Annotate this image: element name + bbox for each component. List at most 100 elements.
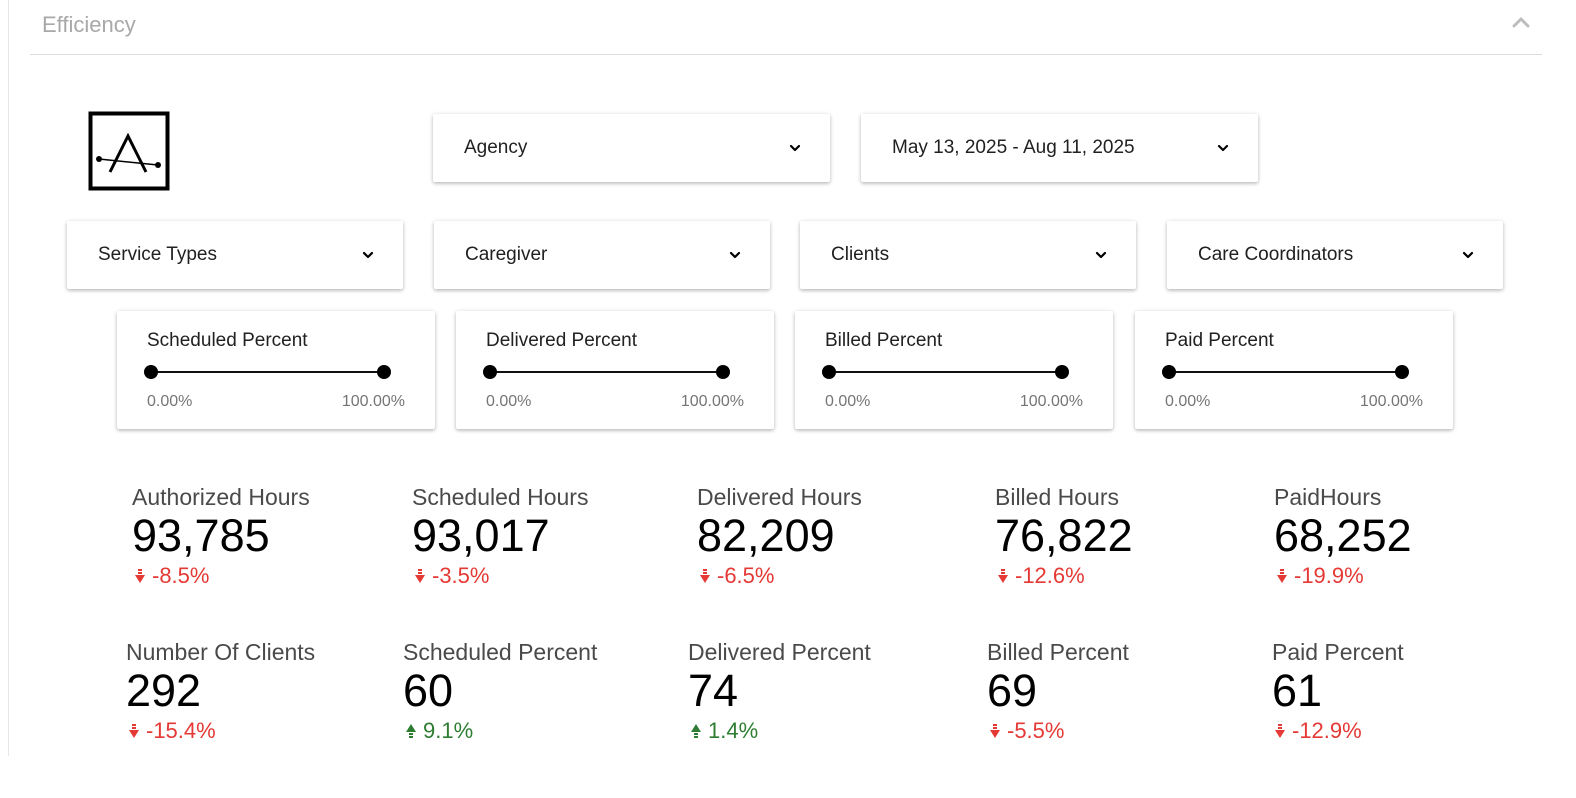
slider-max-label: 100.00% <box>680 393 744 410</box>
slider-min-handle[interactable] <box>144 365 158 379</box>
metric-delta: -19.9% <box>1274 563 1412 589</box>
metric-label: Billed Percent <box>987 639 1129 665</box>
metric-delta: -3.5% <box>412 563 588 589</box>
number-of-clients-metric: Number Of Clients 292 -15.4% <box>126 639 315 744</box>
slider-title: Scheduled Percent <box>147 330 308 351</box>
caregiver-dropdown[interactable]: Caregiver <box>434 221 770 289</box>
metric-delta-text: -19.9% <box>1294 563 1364 588</box>
chevron-down-icon <box>1216 141 1230 155</box>
date-range-dropdown[interactable]: May 13, 2025 - Aug 11, 2025 <box>861 114 1258 182</box>
metric-value: 61 <box>1272 665 1323 716</box>
slider-max-label: 100.00% <box>1359 393 1423 410</box>
slider-min-label: 0.00% <box>1165 393 1211 410</box>
slider-title: Billed Percent <box>825 330 943 351</box>
slider-max-handle[interactable] <box>377 365 391 379</box>
section-title: Efficiency <box>42 12 136 37</box>
metric-value: 93,785 <box>132 510 270 561</box>
billed-percent-slider-card: Billed Percent 0.00% 100.00% <box>795 311 1113 429</box>
page-left-border <box>8 0 9 756</box>
slider-title: Paid Percent <box>1165 330 1274 351</box>
arrow-up-icon <box>691 724 701 738</box>
metric-delta-text: -6.5% <box>717 563 775 588</box>
agency-dropdown[interactable]: Agency <box>433 114 830 182</box>
slider-title: Delivered Percent <box>486 330 638 351</box>
service-types-label: Service Types <box>98 244 217 265</box>
metric-label: PaidHours <box>1274 484 1382 510</box>
slider-max-handle[interactable] <box>1055 365 1069 379</box>
delivered-percent-metric: Delivered Percent 74 1.4% <box>688 639 871 744</box>
service-types-dropdown[interactable]: Service Types <box>67 221 403 289</box>
metric-value: 68,252 <box>1274 510 1412 561</box>
metric-delta-text: -5.5% <box>1007 718 1065 743</box>
date-range-label: May 13, 2025 - Aug 11, 2025 <box>892 137 1135 158</box>
arrow-down-icon <box>990 724 1000 738</box>
arrow-down-icon <box>1275 724 1285 738</box>
arrow-down-icon <box>129 724 139 738</box>
metric-value: 69 <box>987 665 1038 716</box>
company-logo <box>88 111 170 191</box>
scheduled-hours-metric: Scheduled Hours 93,017 -3.5% <box>412 484 588 589</box>
metric-delta-text: -15.4% <box>146 718 216 743</box>
agency-dropdown-label: Agency <box>464 137 528 158</box>
care-coordinators-dropdown[interactable]: Care Coordinators <box>1167 221 1503 289</box>
metric-delta: 9.1% <box>403 718 597 744</box>
paid-percent-slider-card: Paid Percent 0.00% 100.00% <box>1135 311 1453 429</box>
metric-delta-text: -3.5% <box>432 563 490 588</box>
delivered-percent-slider-card: Delivered Percent 0.00% 100.00% <box>456 311 774 429</box>
metric-delta: -8.5% <box>132 563 310 589</box>
chevron-down-icon <box>1094 248 1108 262</box>
paid-hours-metric: PaidHours 68,252 -19.9% <box>1274 484 1412 589</box>
slider-min-label: 0.00% <box>147 393 193 410</box>
arrow-up-icon <box>406 724 416 738</box>
slider-min-label: 0.00% <box>825 393 871 410</box>
metric-delta: -15.4% <box>126 718 315 744</box>
metric-value: 74 <box>688 665 739 716</box>
arrow-down-icon <box>1277 569 1287 583</box>
chevron-down-icon <box>361 248 375 262</box>
clients-dropdown[interactable]: Clients <box>800 221 1136 289</box>
metric-label: Scheduled Percent <box>403 639 598 665</box>
slider-min-handle[interactable] <box>483 365 497 379</box>
metric-delta: -6.5% <box>697 563 862 589</box>
slider-min-label: 0.00% <box>486 393 532 410</box>
metric-delta: -12.6% <box>995 563 1133 589</box>
arrow-down-icon <box>700 569 710 583</box>
slider-track[interactable] <box>1169 371 1402 373</box>
metric-delta-text: -12.6% <box>1015 563 1085 588</box>
metric-delta: -5.5% <box>987 718 1129 744</box>
authorized-hours-metric: Authorized Hours 93,785 -8.5% <box>132 484 310 589</box>
chevron-down-icon <box>1461 248 1475 262</box>
metric-value: 93,017 <box>412 510 550 561</box>
paid-percent-metric: Paid Percent 61 -12.9% <box>1272 639 1404 744</box>
slider-min-handle[interactable] <box>822 365 836 379</box>
metric-value: 82,209 <box>697 510 835 561</box>
slider-max-handle[interactable] <box>1395 365 1409 379</box>
slider-track[interactable] <box>151 371 384 373</box>
arrow-down-icon <box>415 569 425 583</box>
metric-value: 292 <box>126 665 202 716</box>
chevron-up-icon[interactable] <box>1508 10 1534 36</box>
metric-label: Number Of Clients <box>126 639 316 665</box>
billed-hours-metric: Billed Hours 76,822 -12.6% <box>995 484 1133 589</box>
metric-label: Authorized Hours <box>132 484 310 510</box>
slider-max-handle[interactable] <box>716 365 730 379</box>
metric-label: Billed Hours <box>995 484 1119 510</box>
metric-delta-text: -12.9% <box>1292 718 1362 743</box>
scheduled-percent-metric: Scheduled Percent 60 9.1% <box>403 639 597 744</box>
metric-label: Paid Percent <box>1272 639 1404 665</box>
slider-track[interactable] <box>490 371 723 373</box>
metric-delta-text: 1.4% <box>708 718 759 743</box>
metric-delta: -12.9% <box>1272 718 1404 744</box>
metric-value: 76,822 <box>995 510 1133 561</box>
scheduled-percent-slider-card: Scheduled Percent 0.00% 100.00% <box>117 311 435 429</box>
slider-min-handle[interactable] <box>1162 365 1176 379</box>
slider-track[interactable] <box>829 371 1062 373</box>
caregiver-label: Caregiver <box>465 244 548 265</box>
metric-delta-text: 9.1% <box>423 718 474 743</box>
metric-label: Delivered Percent <box>688 639 871 665</box>
billed-percent-metric: Billed Percent 69 -5.5% <box>987 639 1129 744</box>
metric-label: Delivered Hours <box>697 484 862 510</box>
slider-max-label: 100.00% <box>341 393 405 410</box>
clients-label: Clients <box>831 244 890 265</box>
efficiency-section-header[interactable]: Efficiency <box>30 0 1542 55</box>
